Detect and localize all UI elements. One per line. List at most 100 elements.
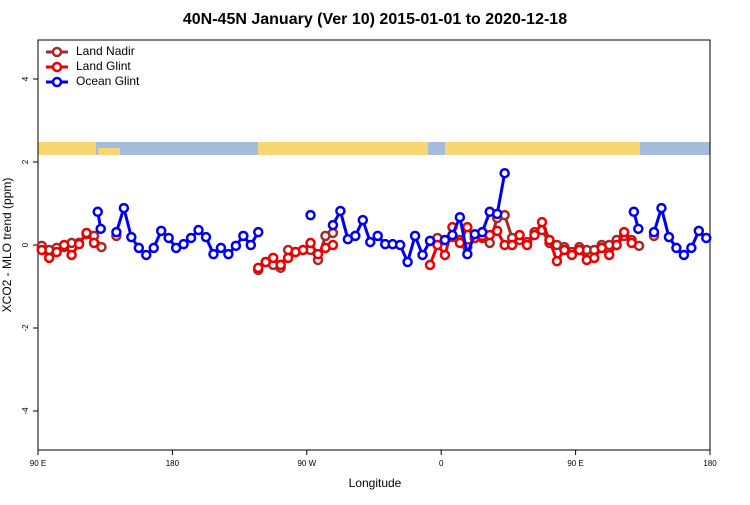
data-point — [424, 259, 436, 271]
data-point — [88, 237, 100, 249]
data-point — [633, 223, 644, 235]
x-tick-label: 90 W — [297, 459, 316, 468]
data-point — [193, 224, 204, 236]
data-point — [51, 246, 62, 258]
data-point — [529, 229, 540, 241]
x-tick-label: 90 E — [567, 459, 583, 468]
data-point — [58, 239, 70, 251]
data-point — [454, 237, 466, 249]
data-point — [200, 231, 212, 243]
data-point — [43, 252, 55, 264]
data-point — [133, 242, 145, 254]
data-point — [275, 259, 286, 271]
legend-marker — [51, 76, 63, 88]
data-point — [589, 252, 600, 264]
data-point — [671, 242, 682, 254]
data-point — [663, 231, 675, 243]
data-point — [163, 232, 174, 244]
x-tick-label: 90 E — [30, 459, 46, 468]
data-point — [118, 202, 130, 214]
data-point — [566, 249, 578, 261]
data-point — [536, 216, 548, 228]
x-tick-label: 0 — [439, 459, 444, 468]
data-point — [95, 223, 106, 235]
data-point — [447, 229, 458, 241]
data-point — [238, 230, 249, 242]
data-point — [267, 252, 279, 264]
data-point — [185, 232, 197, 244]
data-point — [693, 225, 705, 237]
data-point — [327, 239, 339, 251]
land-sea-strip — [38, 142, 710, 155]
data-point — [253, 226, 264, 238]
data-point — [394, 239, 406, 251]
data-point — [141, 249, 152, 261]
data-point — [603, 249, 615, 261]
legend-marker — [51, 61, 63, 73]
data-point — [178, 238, 189, 250]
data-point — [36, 244, 47, 256]
data-point — [73, 238, 85, 250]
data-point — [618, 226, 630, 238]
data-point — [297, 244, 309, 256]
data-point — [439, 249, 451, 261]
data-point — [544, 234, 555, 246]
data-point — [686, 242, 697, 254]
data-point — [357, 214, 369, 226]
data-point — [215, 242, 227, 254]
land-band — [445, 142, 640, 155]
data-point — [491, 225, 503, 237]
data-point — [491, 208, 503, 220]
data-point — [305, 209, 316, 221]
data-point — [402, 256, 413, 268]
land-band — [98, 148, 120, 155]
y-axis-label: XCO2 - MLO trend (ppm) — [0, 178, 14, 313]
data-point — [327, 219, 339, 231]
data-point — [245, 239, 257, 251]
data-point — [506, 239, 518, 251]
data-point — [424, 235, 436, 247]
data-point — [678, 249, 690, 261]
data-point — [701, 232, 712, 244]
data-point — [372, 230, 383, 242]
data-point — [626, 237, 637, 249]
y-tick-label: -4 — [21, 407, 30, 415]
data-point — [81, 227, 92, 239]
data-point — [648, 226, 660, 238]
y-tick-label: -2 — [21, 324, 30, 332]
data-point — [148, 242, 159, 254]
data-point — [454, 211, 466, 223]
data-point — [350, 230, 361, 242]
data-point — [611, 239, 622, 251]
x-tick-label: 180 — [703, 459, 717, 468]
data-point — [559, 244, 570, 256]
data-point — [499, 167, 510, 179]
data-point — [208, 248, 219, 260]
chart-title: 40N-45N January (Ver 10) 2015-01-01 to 2… — [183, 11, 567, 28]
data-point — [305, 237, 316, 249]
data-point — [656, 202, 667, 214]
data-point — [282, 252, 294, 264]
data-point — [477, 226, 488, 238]
data-point — [439, 234, 451, 246]
data-point — [521, 239, 533, 251]
data-point — [335, 205, 346, 217]
land-band — [258, 142, 428, 155]
data-point — [92, 206, 103, 218]
data-point — [462, 248, 473, 260]
legend-marker — [51, 46, 63, 58]
data-point — [551, 255, 563, 267]
data-point — [312, 248, 324, 260]
data-point — [417, 249, 428, 261]
data-point — [432, 239, 443, 251]
data-point — [462, 221, 473, 233]
y-tick-label: 2 — [21, 159, 30, 164]
x-tick-label: 180 — [166, 459, 180, 468]
data-point — [126, 231, 137, 243]
data-point — [596, 242, 607, 254]
land-band — [38, 142, 96, 155]
y-tick-label: 4 — [21, 76, 30, 81]
data-point — [230, 240, 242, 252]
data-point — [223, 248, 234, 260]
